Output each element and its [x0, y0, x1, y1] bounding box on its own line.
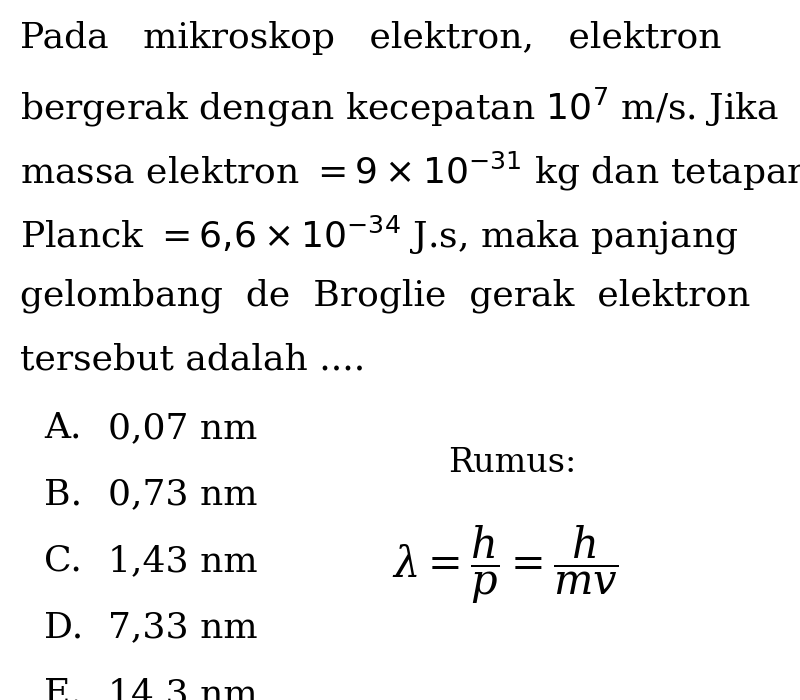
Text: C.: C. [44, 544, 82, 578]
Text: Rumus:: Rumus: [448, 447, 576, 480]
Text: massa elektron $=9 \times 10^{-31}$ kg dan tetapan: massa elektron $=9 \times 10^{-31}$ kg d… [20, 150, 800, 193]
Text: tersebut adalah ....: tersebut adalah .... [20, 343, 366, 377]
Text: 0,73 nm: 0,73 nm [108, 477, 258, 512]
Text: E.: E. [44, 677, 82, 700]
Text: gelombang  de  Broglie  gerak  elektron: gelombang de Broglie gerak elektron [20, 279, 750, 313]
Text: $\lambda = \dfrac{h}{p} = \dfrac{h}{mv}$: $\lambda = \dfrac{h}{p} = \dfrac{h}{mv}$ [392, 524, 618, 606]
Text: 1,43 nm: 1,43 nm [108, 544, 258, 578]
Text: Planck $= 6{,}6 \times 10^{-34}$ J.s, maka panjang: Planck $= 6{,}6 \times 10^{-34}$ J.s, ma… [20, 214, 738, 258]
Text: bergerak dengan kecepatan $10^7$ m/s. Jika: bergerak dengan kecepatan $10^7$ m/s. Ji… [20, 85, 779, 129]
Text: A.: A. [44, 411, 82, 445]
Text: 7,33 nm: 7,33 nm [108, 610, 258, 645]
Text: D.: D. [44, 610, 83, 645]
Text: 14,3 nm: 14,3 nm [108, 677, 258, 700]
Text: Pada   mikroskop   elektron,   elektron: Pada mikroskop elektron, elektron [20, 21, 722, 55]
Text: B.: B. [44, 477, 82, 512]
Text: 0,07 nm: 0,07 nm [108, 411, 258, 445]
